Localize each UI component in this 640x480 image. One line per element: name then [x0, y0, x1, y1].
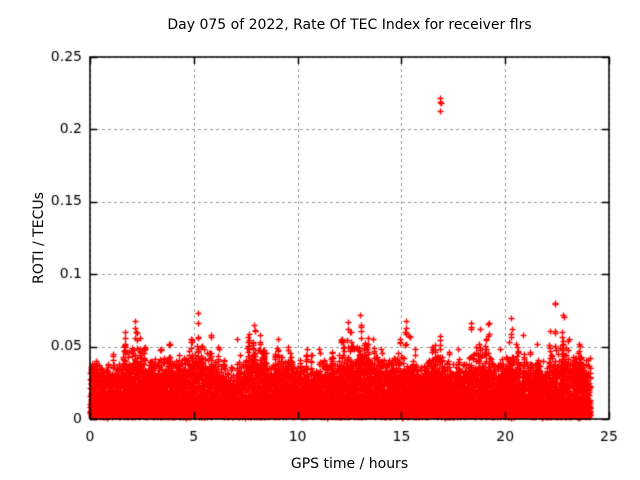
chart-title: Day 075 of 2022, Rate Of TEC Index for r… [167, 17, 532, 33]
x-axis-label: GPS time / hours [290, 456, 409, 472]
y-axis-label: ROTI / TECUs [31, 192, 47, 284]
